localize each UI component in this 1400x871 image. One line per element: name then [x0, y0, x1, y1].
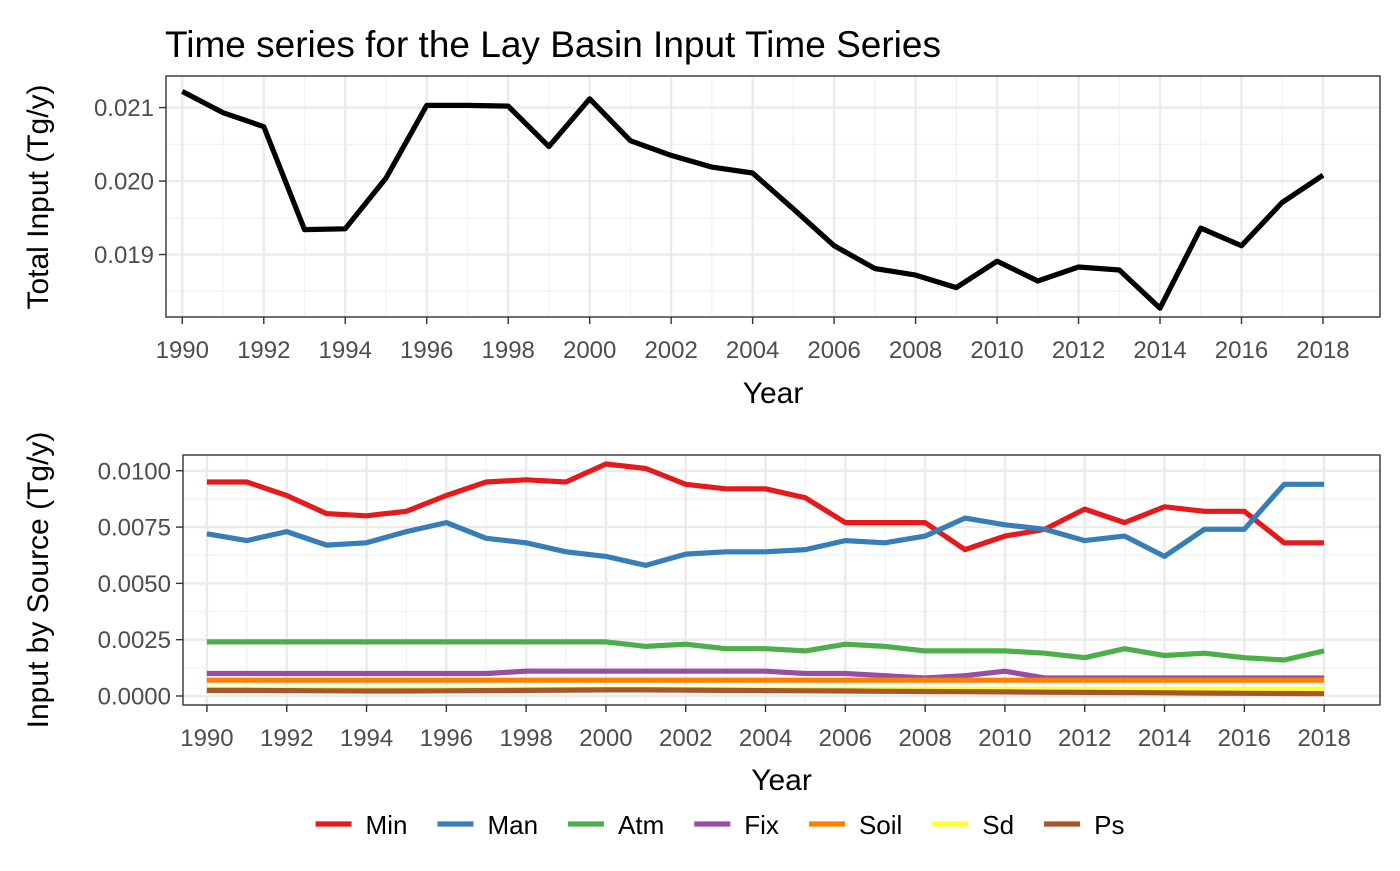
- panel-2: 0.0000 0.0025 0.0050 0.0075 0.0100 1990 1992 19…: [22, 432, 1381, 797]
- x-tick-label: 2014: [1138, 725, 1191, 752]
- y-tick-label: 0.0050: [98, 571, 171, 598]
- x-tick-label: 2008: [889, 337, 942, 364]
- series-line-min: [206, 461, 1325, 553]
- series-line-ps: [206, 687, 1325, 697]
- x-tick-label: 2016: [1215, 337, 1268, 364]
- y-tick-label: 0.0075: [98, 515, 171, 542]
- x-tick-label: 1994: [319, 337, 372, 364]
- x-tick-label: 2006: [819, 725, 872, 752]
- panel-border: [165, 75, 1381, 318]
- y-tick-label: 0.0025: [98, 627, 171, 654]
- legend-label: Man: [487, 810, 538, 840]
- y-tick-label: 0.0100: [98, 458, 171, 485]
- y-axis-title: Input by Source (Tg/y): [22, 432, 55, 729]
- legend-label: Ps: [1094, 810, 1124, 840]
- x-tick-label: 2004: [726, 337, 779, 364]
- chart-title: Time series for the Lay Basin Input Time…: [165, 24, 941, 65]
- x-tick-label: 2002: [644, 337, 697, 364]
- x-tick-label: 1998: [499, 725, 552, 752]
- x-tick-label: 2010: [970, 337, 1023, 364]
- panel-border: [182, 454, 1381, 706]
- legend-label: Soil: [859, 810, 902, 840]
- legend-label: Min: [366, 810, 408, 840]
- legend-label: Fix: [744, 810, 779, 840]
- legend-item-man: Man: [437, 810, 538, 840]
- series-line-atm: [206, 639, 1325, 663]
- panel-1: 0.019 0.020 0.021 1990 1992 1994 1996 1998 2000 2…: [22, 75, 1381, 410]
- x-axis-title: Year: [743, 377, 804, 410]
- legend-label: Sd: [982, 810, 1014, 840]
- x-tick-label: 2014: [1133, 337, 1186, 364]
- x-tick-label: 2018: [1297, 725, 1350, 752]
- x-tick-label: 2016: [1218, 725, 1271, 752]
- y-tick-label: 0.020: [94, 169, 154, 196]
- y-tick-label: 0.021: [94, 95, 154, 122]
- x-tick-label: 2000: [563, 337, 616, 364]
- series-line-total: [181, 89, 1325, 311]
- legend-item-sd: Sd: [932, 810, 1014, 840]
- x-axis-title: Year: [751, 764, 812, 797]
- x-tick-label: 1994: [340, 725, 393, 752]
- x-tick-label: 2008: [898, 725, 951, 752]
- y-tick-label: 0.019: [94, 242, 154, 269]
- x-tick-label: 1992: [260, 725, 313, 752]
- x-tick-label: 2012: [1058, 725, 1111, 752]
- series-line-man: [206, 481, 1325, 569]
- x-tick-label: 2000: [579, 725, 632, 752]
- legend: Min Man Atm Fix Soil Sd Ps: [315, 810, 1124, 840]
- x-tick-label: 1990: [156, 337, 209, 364]
- legend-item-atm: Atm: [568, 810, 664, 840]
- y-axis-title: Total Input (Tg/y): [22, 84, 55, 309]
- x-tick-label: 2012: [1052, 337, 1105, 364]
- legend-item-fix: Fix: [694, 810, 779, 840]
- x-tick-label: 1998: [482, 337, 535, 364]
- legend-item-ps: Ps: [1044, 810, 1124, 840]
- x-tick-label: 1996: [420, 725, 473, 752]
- x-tick-label: 2018: [1296, 337, 1349, 364]
- x-tick-label: 2006: [807, 337, 860, 364]
- legend-item-min: Min: [315, 810, 408, 840]
- x-tick-label: 1992: [237, 337, 290, 364]
- x-tick-label: 1990: [180, 725, 233, 752]
- x-tick-label: 2004: [739, 725, 792, 752]
- legend-item-soil: Soil: [808, 810, 902, 840]
- legend-label: Atm: [618, 810, 664, 840]
- x-tick-label: 1996: [400, 337, 453, 364]
- x-tick-label: 2010: [978, 725, 1031, 752]
- x-tick-label: 2002: [659, 725, 712, 752]
- y-tick-label: 0.0000: [98, 683, 171, 710]
